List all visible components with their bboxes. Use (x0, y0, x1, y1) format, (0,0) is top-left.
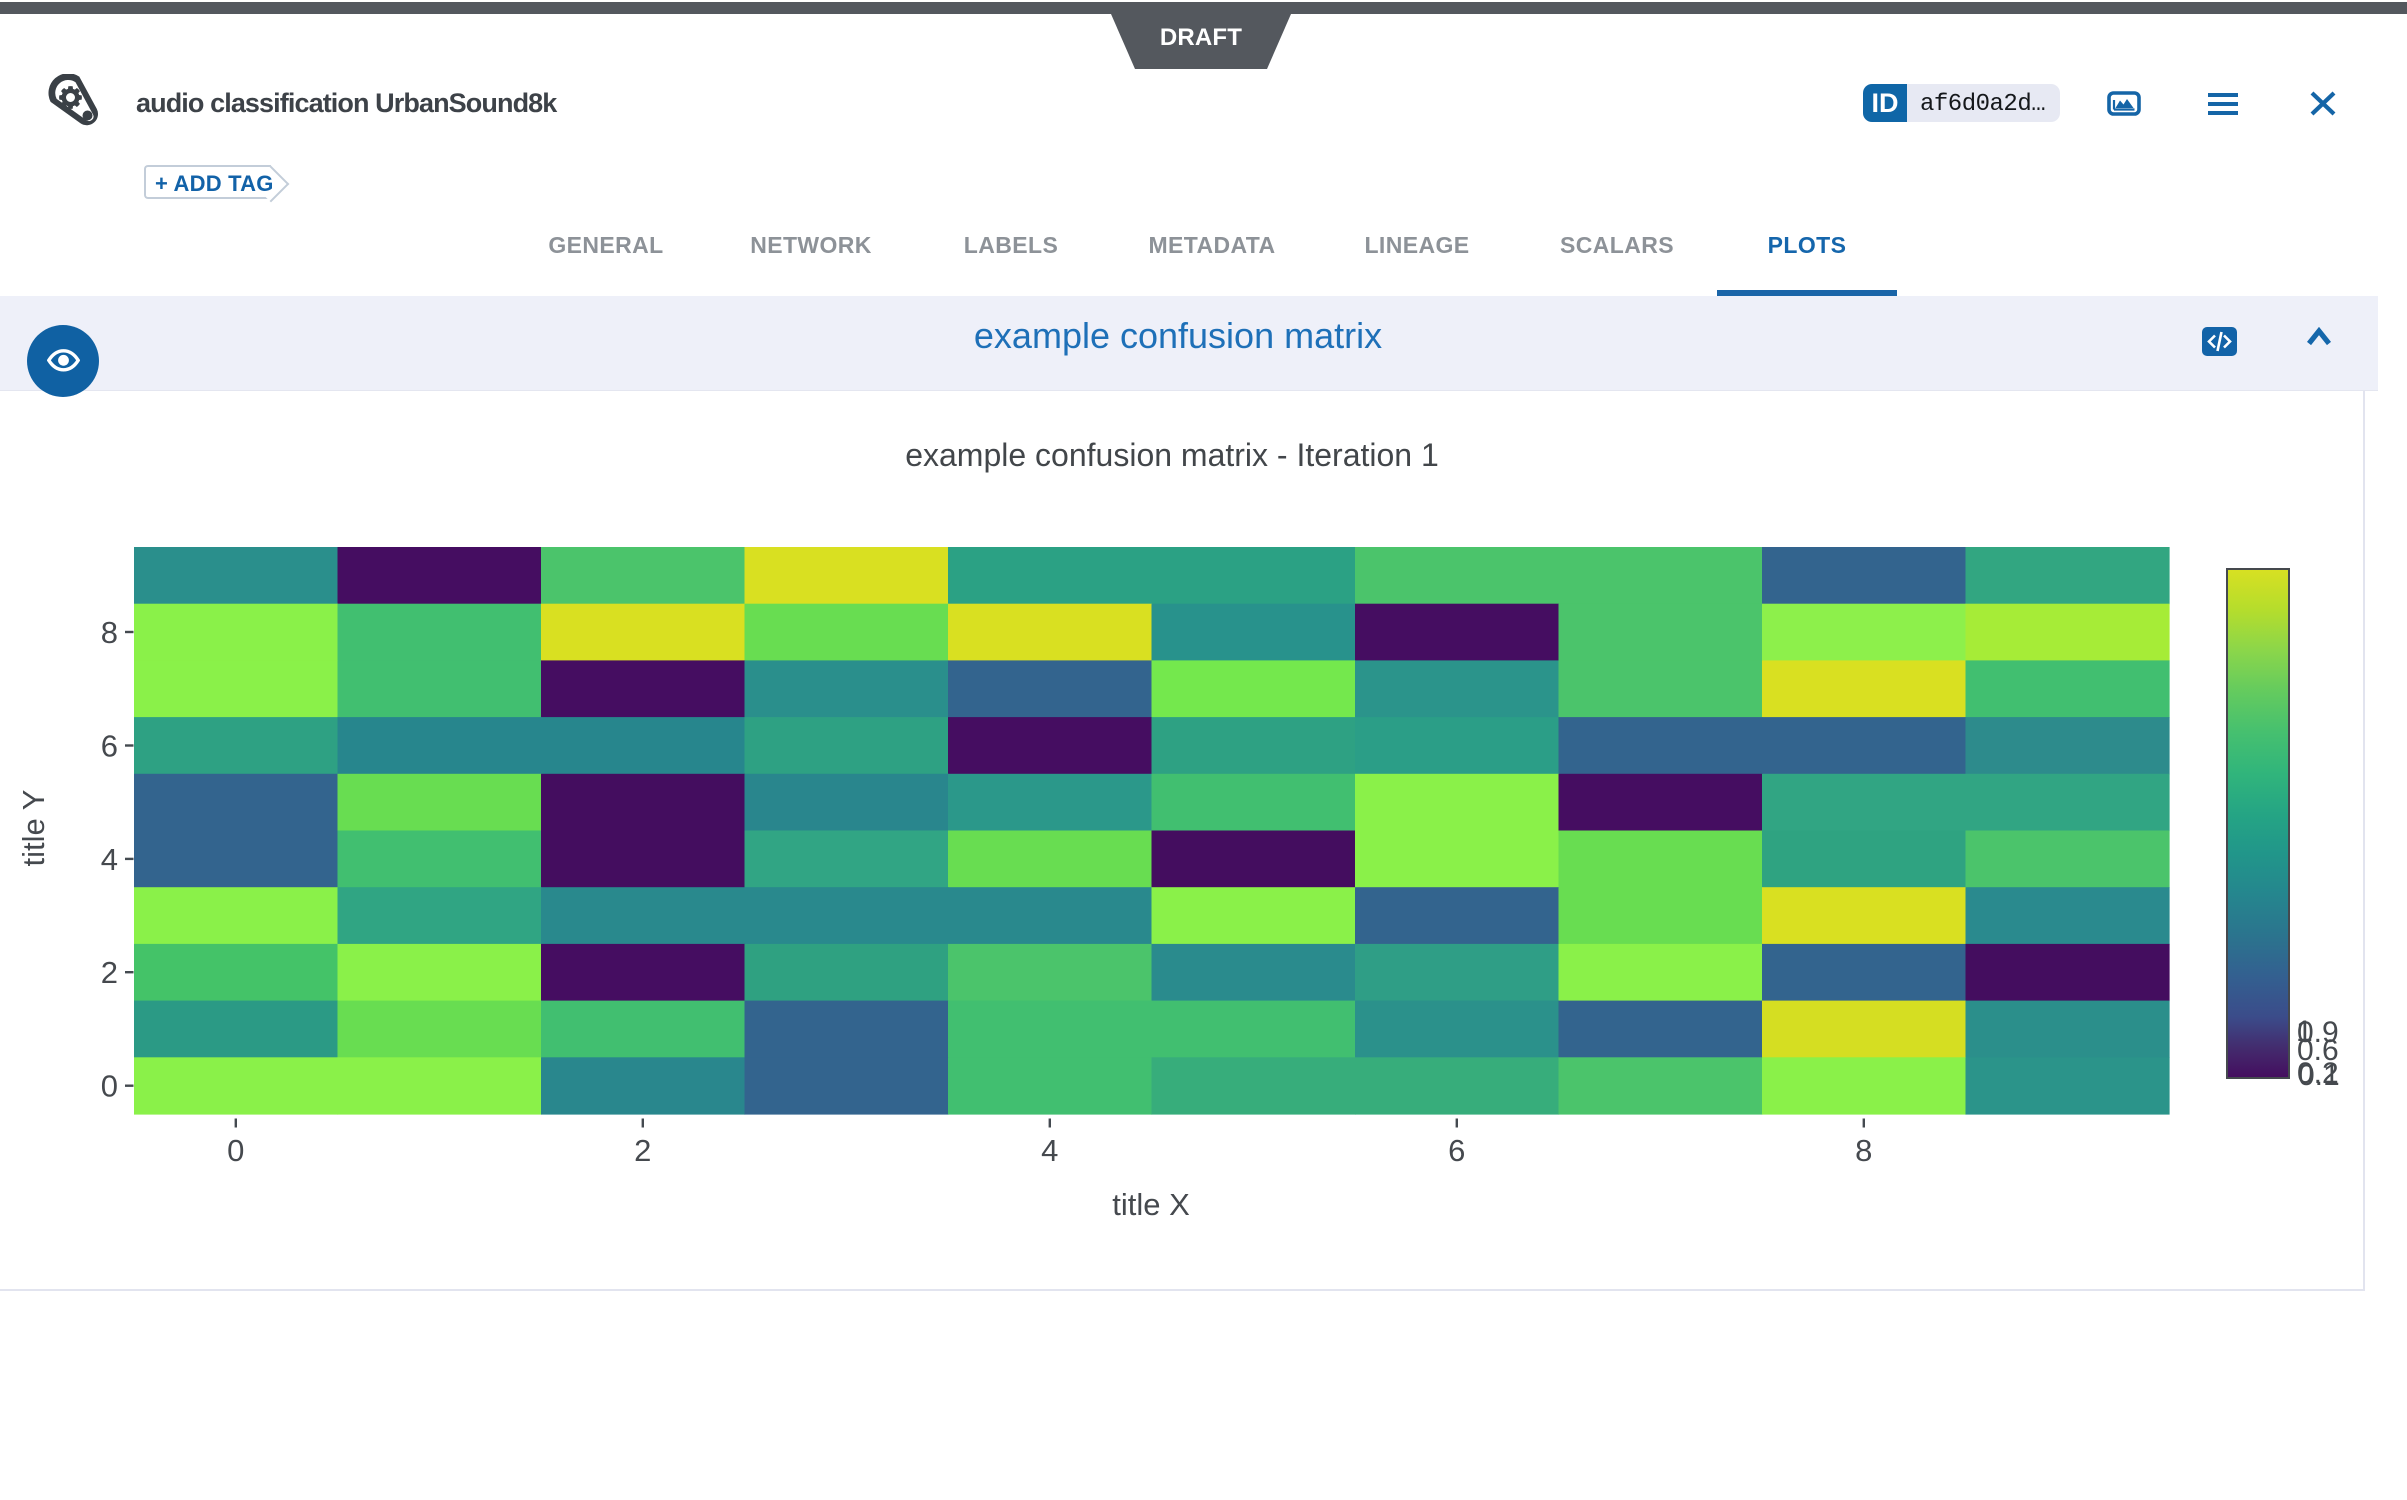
svg-text:6: 6 (101, 729, 118, 764)
svg-text:1: 1 (2296, 1015, 2313, 1048)
svg-text:4: 4 (101, 842, 118, 877)
svg-text:0.2: 0.2 (2297, 1057, 2339, 1090)
svg-text:8: 8 (101, 615, 118, 650)
svg-text:2: 2 (101, 955, 118, 990)
svg-text:2: 2 (634, 1133, 651, 1168)
svg-text:4: 4 (1041, 1133, 1058, 1168)
svg-text:0: 0 (101, 1069, 118, 1104)
svg-text:title Y: title Y (16, 790, 51, 867)
svg-text:0.9: 0.9 (2297, 1016, 2339, 1049)
svg-text:0.6: 0.6 (2297, 1034, 2339, 1067)
svg-text:0.1: 0.1 (2298, 1059, 2340, 1092)
svg-text:title X: title X (1112, 1187, 1190, 1222)
svg-text:6: 6 (1448, 1133, 1465, 1168)
svg-text:8: 8 (1855, 1133, 1872, 1168)
svg-text:0: 0 (227, 1133, 244, 1168)
